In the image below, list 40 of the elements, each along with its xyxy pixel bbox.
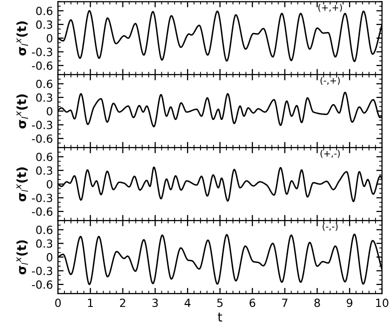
- x-axis-title: t: [218, 312, 222, 322]
- x-tick-label: 3: [152, 298, 158, 308]
- y-axis-title: σ$_{l}$$^{x}$(t): [16, 240, 28, 274]
- y-tick-label: 0.6: [36, 226, 52, 234]
- y-tick-label: -0.6: [32, 61, 52, 70]
- y-tick-label: -0.3: [32, 266, 52, 276]
- x-tick-label: 1: [88, 298, 93, 307]
- annotation: (-,-): [322, 222, 338, 231]
- y-tick-label: 0: [46, 180, 52, 188]
- x-tick-label: 10: [376, 298, 388, 308]
- y-axis-title: σ$_{l}$$^{x}$(t): [16, 94, 28, 128]
- y-tick-label: 0: [46, 253, 52, 262]
- y-tick-label: 0.3: [36, 20, 52, 29]
- y-tick-label: 0: [46, 107, 52, 116]
- y-tick-label: -0.6: [32, 280, 52, 289]
- y-tick-label: 0: [46, 34, 52, 43]
- y-axis-title: σ$_{l}$$^{x}$(t): [16, 167, 28, 202]
- x-tick-label: 6: [250, 298, 256, 308]
- x-tick-label: 7: [282, 298, 288, 307]
- y-tick-label: 0.3: [36, 239, 52, 248]
- annotation: (-,+): [320, 76, 340, 85]
- x-tick-label: 9: [346, 298, 352, 308]
- annotation: (+,-): [320, 150, 340, 158]
- x-tick-label: 8: [314, 298, 320, 308]
- y-tick-label: -0.3: [32, 48, 52, 56]
- y-tick-label: -0.6: [32, 134, 52, 143]
- x-tick-label: 5: [217, 298, 223, 308]
- y-tick-label: -0.6: [32, 207, 52, 216]
- annotation: (+,+): [318, 4, 342, 12]
- y-tick-label: -0.3: [32, 194, 52, 202]
- y-tick-label: 0.3: [36, 93, 52, 102]
- y-tick-label: 0.6: [36, 6, 52, 16]
- y-tick-label: 0.6: [36, 80, 52, 88]
- y-axis-title: σ$_{l}$$^{x}$(t): [16, 21, 28, 56]
- x-tick-label: 2: [120, 298, 126, 307]
- y-tick-label: 0.6: [36, 152, 52, 162]
- x-tick-label: 0: [55, 298, 61, 308]
- y-tick-label: 0.3: [36, 166, 52, 175]
- y-tick-label: -0.3: [32, 120, 52, 130]
- x-tick-label: 4: [184, 298, 190, 307]
